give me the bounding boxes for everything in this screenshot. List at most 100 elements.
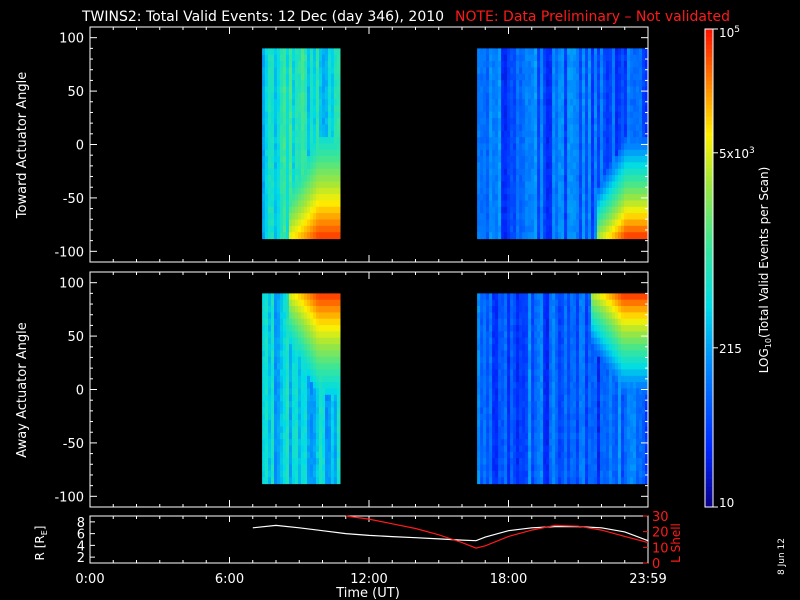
toward-cell [301, 232, 305, 240]
away-cell [624, 464, 628, 472]
away-cell [492, 451, 496, 459]
toward-cell [513, 124, 517, 132]
toward-cell [642, 213, 646, 220]
toward-cell [304, 175, 308, 182]
away-cell [492, 407, 496, 415]
away-cell [310, 401, 314, 408]
toward-cell [570, 206, 574, 214]
toward-cell [316, 111, 320, 119]
toward-cell [615, 124, 619, 132]
toward-cell [316, 54, 320, 62]
away-cell [618, 306, 622, 313]
away-cell [298, 325, 302, 332]
away-cell [543, 325, 547, 332]
away-cell [531, 477, 535, 485]
away-cell [600, 426, 604, 434]
toward-cell [310, 118, 314, 125]
toward-cell [328, 200, 332, 208]
away-cell [579, 375, 583, 383]
away-cell [609, 394, 613, 402]
toward-cell [313, 232, 317, 240]
away-cell [513, 432, 517, 440]
toward-cell [585, 143, 589, 151]
away-cell [310, 299, 314, 307]
away-cell [540, 388, 544, 396]
toward-cell [615, 105, 619, 113]
away-cell [480, 439, 484, 446]
toward-cell [624, 137, 628, 144]
toward-cell [531, 137, 535, 144]
away-cell [262, 312, 266, 320]
toward-cell [477, 118, 481, 125]
toward-cell [639, 162, 643, 170]
away-cell [486, 363, 490, 370]
away-cell [268, 331, 272, 339]
away-cell [531, 356, 535, 364]
toward-cell [477, 187, 481, 195]
away-cell [262, 344, 266, 351]
away-cell [579, 325, 583, 332]
away-cell [477, 369, 481, 377]
away-cell [543, 306, 547, 313]
toward-cell [336, 194, 341, 201]
toward-cell [552, 92, 556, 100]
away-cell [621, 439, 625, 446]
toward-cell [525, 181, 529, 189]
away-cell [280, 306, 284, 313]
toward-cell [289, 232, 293, 240]
toward-cell [316, 143, 320, 151]
away-cell [519, 458, 523, 465]
away-cell [316, 470, 320, 478]
toward-cell [621, 232, 625, 240]
away-cell [310, 477, 314, 485]
toward-cell [594, 143, 598, 151]
toward-cell [627, 156, 631, 163]
toward-cell [573, 225, 577, 233]
toward-cell [319, 219, 323, 227]
away-cell [636, 413, 640, 421]
away-cell [331, 299, 335, 307]
away-cell [618, 432, 622, 440]
away-cell [573, 470, 577, 478]
away-cell [298, 458, 302, 465]
toward-cell [333, 130, 338, 138]
away-cell [558, 439, 562, 446]
toward-cell [564, 187, 568, 195]
toward-cell [504, 143, 508, 151]
toward-cell [477, 143, 481, 151]
toward-cell [328, 61, 332, 68]
away-cell [588, 350, 592, 358]
away-cell [522, 458, 526, 465]
away-cell [280, 299, 284, 307]
toward-cell [585, 99, 589, 106]
toward-cell [331, 67, 335, 75]
toward-cell [492, 187, 496, 195]
toward-cell [292, 86, 296, 94]
away-cell [585, 439, 589, 446]
away-cell [600, 375, 604, 383]
away-cell [594, 325, 598, 332]
toward-cell [564, 86, 568, 94]
away-cell [274, 458, 278, 465]
away-cell [483, 325, 487, 332]
away-cell [522, 407, 526, 415]
toward-cell [313, 73, 317, 81]
toward-cell [477, 105, 481, 113]
away-cell [319, 388, 323, 396]
toward-cell [531, 80, 535, 87]
toward-cell [486, 61, 490, 68]
away-cell [295, 426, 299, 434]
toward-cell [292, 206, 296, 214]
away-cell [552, 382, 556, 389]
away-cell [319, 363, 323, 370]
away-cell [507, 401, 511, 408]
away-cell [606, 331, 610, 339]
toward-cell [498, 213, 502, 220]
toward-cell [310, 219, 314, 227]
away-cell [307, 337, 311, 345]
toward-cell [645, 86, 649, 94]
toward-cell [600, 143, 604, 151]
toward-cell [585, 118, 589, 125]
toward-cell [600, 213, 604, 220]
away-cell [588, 306, 592, 313]
